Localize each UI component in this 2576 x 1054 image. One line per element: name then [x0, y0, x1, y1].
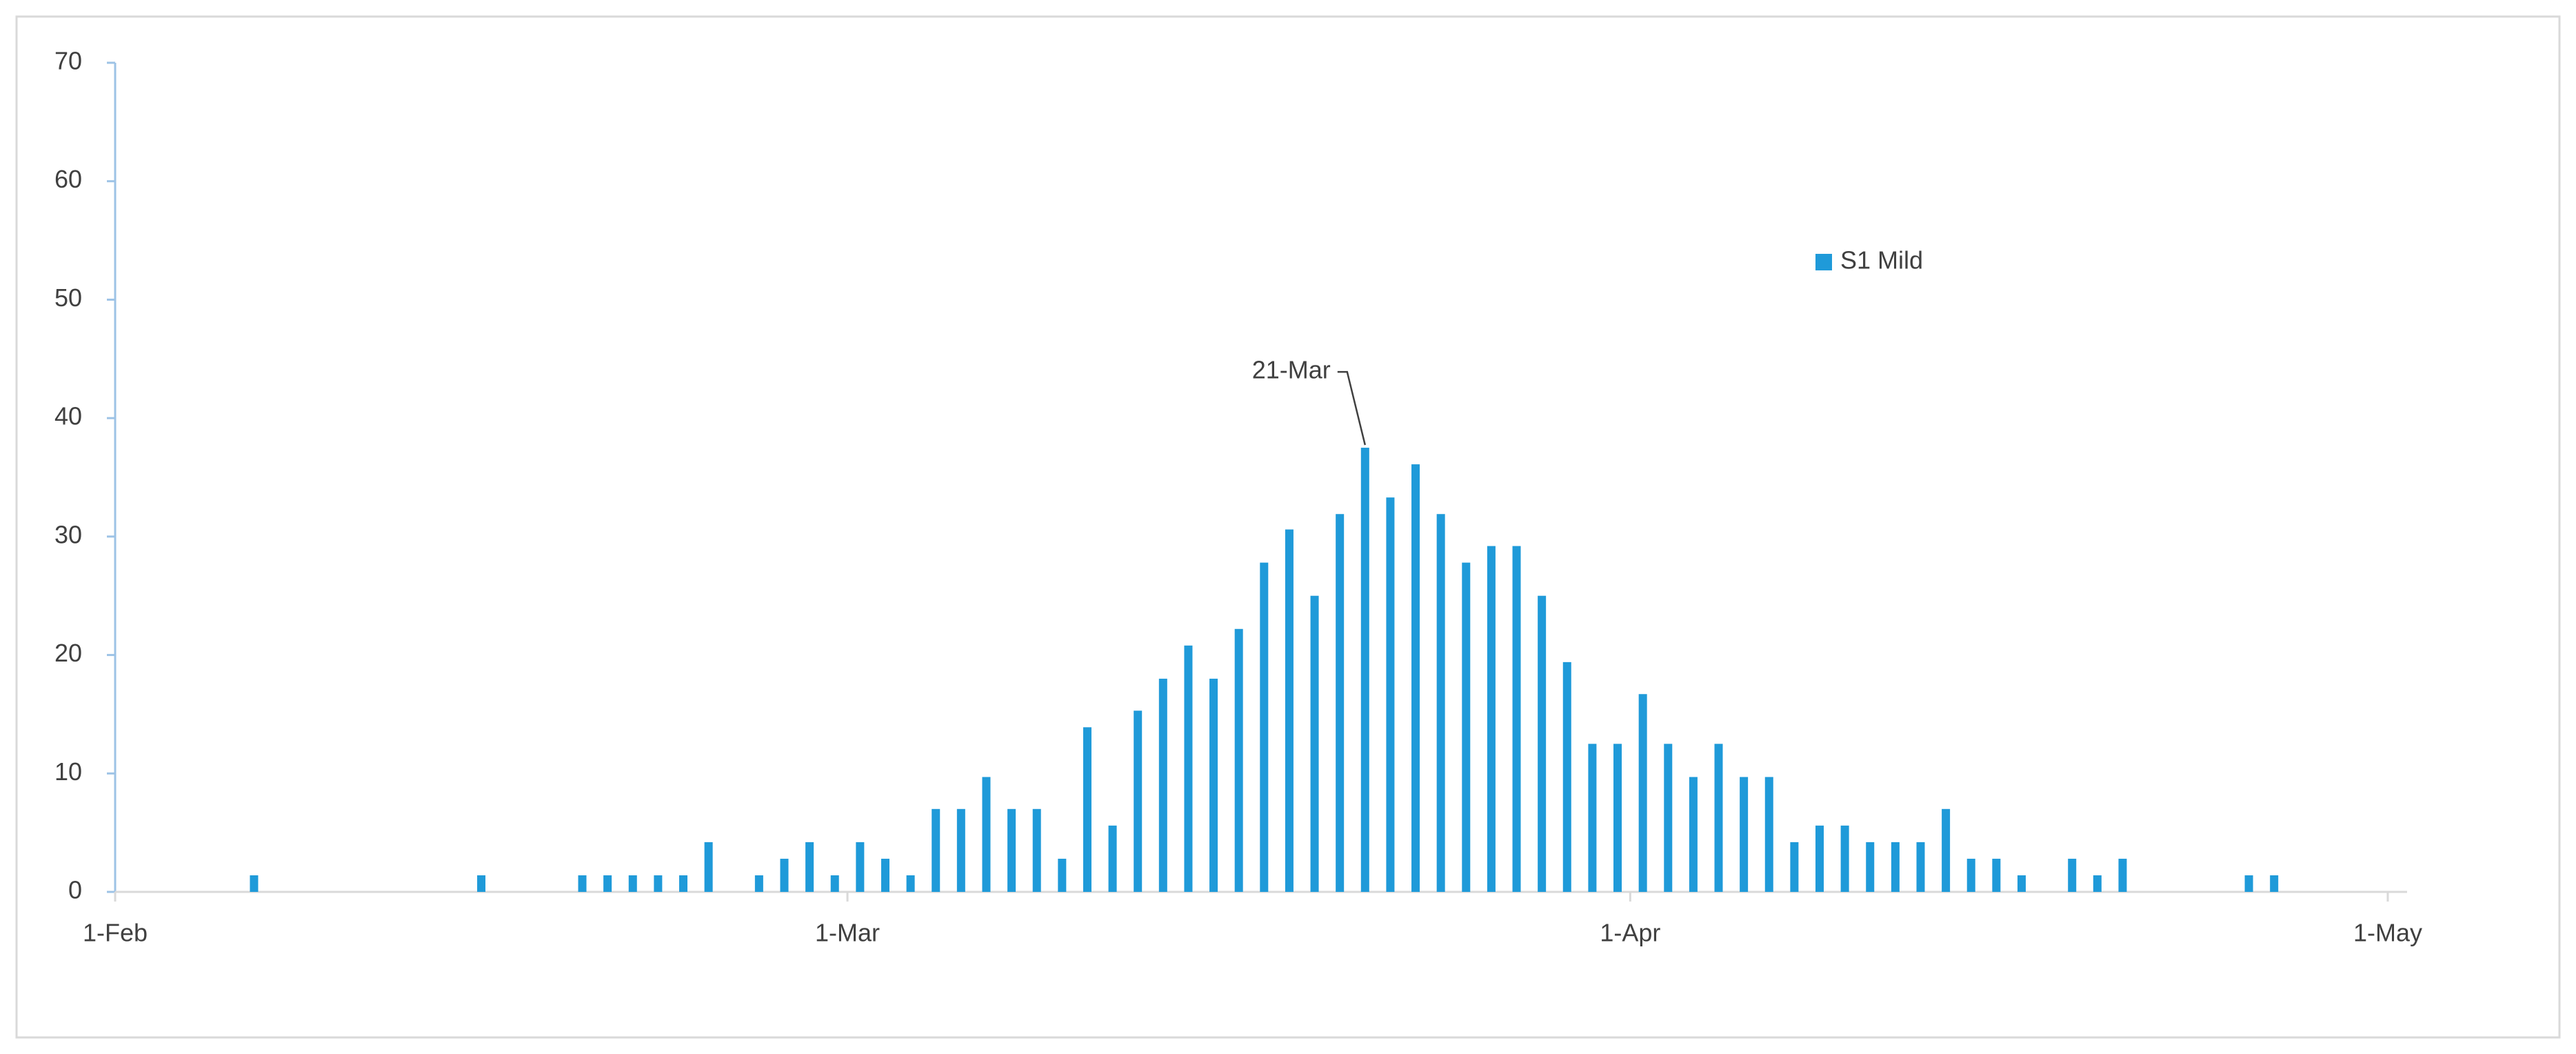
x-tick-label: 1-Mar	[815, 919, 880, 947]
bar	[603, 875, 612, 892]
bar	[805, 842, 814, 892]
bar	[1411, 464, 1420, 892]
bar	[578, 875, 587, 892]
bar	[1638, 694, 1647, 892]
y-tick-label: 70	[54, 47, 82, 75]
bar	[1866, 842, 1875, 892]
annotation: 21-Mar	[1252, 356, 1331, 384]
annotation-leader	[1337, 370, 1367, 446]
y-tick-label: 40	[54, 402, 82, 430]
bar	[754, 875, 763, 892]
bar	[856, 842, 865, 892]
bar	[1487, 546, 1496, 892]
bar	[2017, 875, 2026, 892]
bar	[982, 777, 991, 892]
bar	[1538, 595, 1547, 892]
bar	[1815, 825, 1824, 892]
bar	[1613, 744, 1622, 892]
bar	[1512, 546, 1521, 892]
y-tick-label: 10	[54, 757, 82, 786]
bar	[2244, 875, 2253, 892]
bar	[1992, 858, 2001, 892]
bar	[1083, 727, 1091, 892]
bar	[1209, 678, 1218, 892]
bar	[906, 875, 915, 892]
bar	[1360, 448, 1369, 892]
bar	[477, 875, 486, 892]
y-tick-label: 30	[54, 520, 82, 548]
bar	[2118, 858, 2127, 892]
bar	[2270, 875, 2279, 892]
bar	[1916, 842, 1925, 892]
bar	[1689, 777, 1698, 892]
bar	[1007, 808, 1016, 892]
bar	[1260, 562, 1269, 892]
bar	[1386, 497, 1395, 892]
x-tick-label: 1-Feb	[83, 919, 148, 947]
bar	[1108, 825, 1117, 892]
bar	[628, 875, 637, 892]
legend-label: S1 Mild	[1840, 246, 1923, 275]
bar	[1134, 710, 1143, 892]
bar	[1840, 825, 1849, 892]
bar	[780, 858, 789, 892]
y-tick-label: 20	[54, 639, 82, 667]
bar	[1058, 858, 1067, 892]
bar	[1891, 842, 1900, 892]
bar	[1436, 514, 1445, 892]
legend-swatch	[1815, 254, 1832, 270]
bar	[2068, 858, 2077, 892]
bar	[1184, 645, 1193, 892]
bar	[830, 875, 839, 892]
bar	[1942, 808, 1951, 892]
bar	[654, 875, 663, 892]
bar	[881, 858, 889, 892]
bar	[1664, 744, 1673, 892]
bar	[1310, 595, 1319, 892]
bar	[679, 875, 687, 892]
y-tick-label: 60	[54, 165, 82, 193]
x-tick-label: 1-Apr	[1600, 919, 1660, 947]
bar	[1790, 842, 1799, 892]
bar	[1336, 514, 1345, 892]
bar	[1032, 808, 1041, 892]
bar	[1740, 777, 1749, 892]
bar	[932, 808, 940, 892]
bar	[2093, 875, 2102, 892]
bar	[1562, 662, 1571, 892]
y-tick-label: 50	[54, 284, 82, 312]
bar	[250, 875, 259, 892]
y-tick-label: 0	[68, 876, 82, 904]
bar	[1588, 744, 1597, 892]
bar	[1285, 529, 1294, 892]
bar	[704, 842, 713, 892]
bar	[1714, 744, 1723, 892]
x-tick-label: 1-May	[2353, 919, 2422, 947]
bar	[956, 808, 965, 892]
bar	[1462, 562, 1471, 892]
bar	[1764, 777, 1773, 892]
bar	[1234, 628, 1243, 892]
bar	[1158, 678, 1167, 892]
bar	[1966, 858, 1975, 892]
